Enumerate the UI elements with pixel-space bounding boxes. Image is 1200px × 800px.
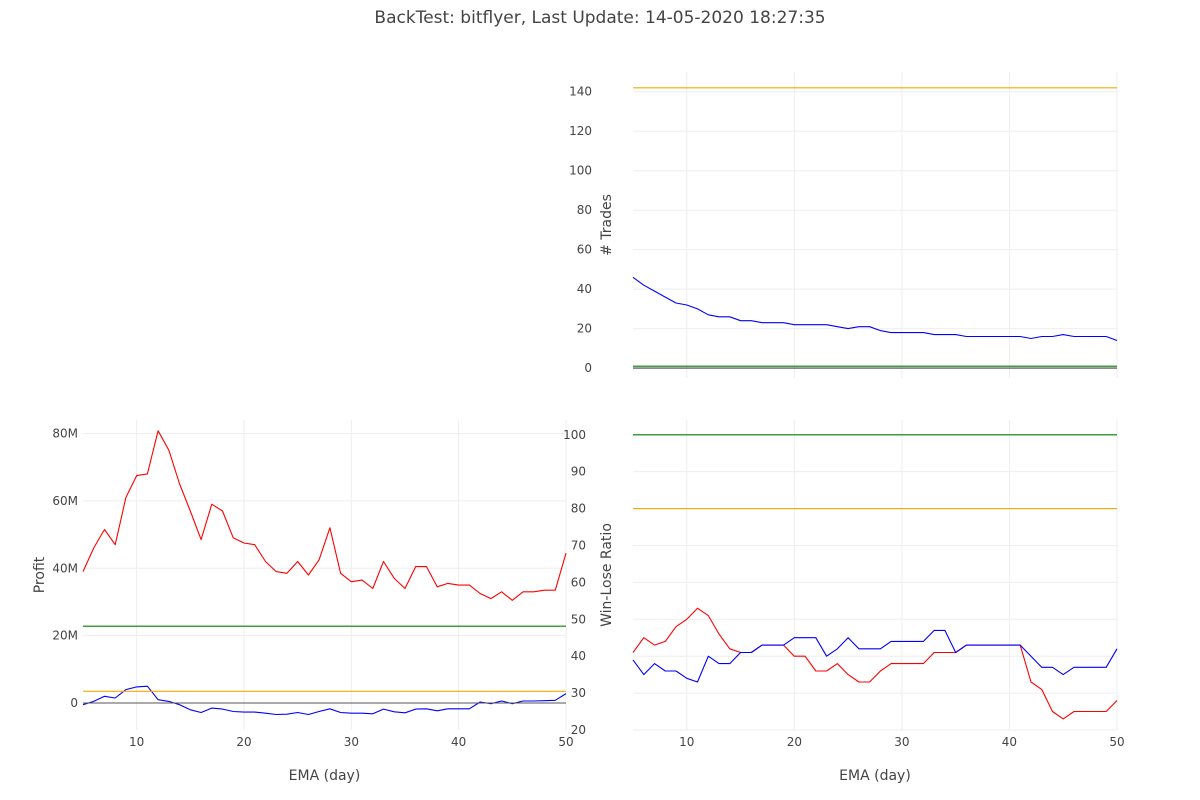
trades-y-tick-label: 60 (577, 243, 592, 257)
winlose-y-tick-label: 40 (571, 649, 586, 663)
profit-x-tick-label: 20 (236, 735, 251, 749)
winlose-plot: 20 30 40 50 60 70 80 90 100 10 20 30 40 50 Win-Lose Ra… (563, 420, 1125, 784)
winlose-x-tick-label: 20 (787, 735, 802, 749)
winlose-y-tick-label: 90 (571, 465, 586, 479)
winlose-series-line-0 (632, 607, 1118, 720)
winlose-y-axis-title: Win-Lose Ratio (599, 523, 615, 627)
winlose-x-tick-label: 50 (1109, 735, 1124, 749)
profit-y-axis-title: Profit (32, 556, 48, 593)
profit-x-tick-label: 40 (451, 735, 466, 749)
winlose-y-tick-label: 100 (563, 428, 586, 442)
winlose-y-tick-label: 60 (571, 575, 586, 589)
winlose-x-axis-title: EMA (day) (839, 768, 911, 784)
trades-y-tick-label: 140 (569, 85, 592, 99)
profit-y-tick-label: 80M (52, 426, 78, 440)
winlose-y-tick-label: 20 (571, 723, 586, 737)
trades-y-tick-label: 20 (577, 322, 592, 336)
trades-series-line-0 (632, 276, 1118, 342)
profit-series-line-0 (82, 430, 567, 601)
winlose-y-tick-label: 80 (571, 502, 586, 516)
winlose-y-tick-label: 50 (571, 612, 586, 626)
profit-x-axis-title: EMA (day) (289, 768, 361, 784)
trades-y-tick-label: 80 (577, 203, 592, 217)
profit-y-tick-label: 60M (52, 494, 78, 508)
profit-y-tick-label: 0 (70, 696, 78, 710)
profit-x-tick-label: 10 (129, 735, 144, 749)
winlose-x-tick-label: 40 (1002, 735, 1017, 749)
winlose-x-tick-label: 30 (894, 735, 909, 749)
trades-y-tick-label: 40 (577, 282, 592, 296)
winlose-series-line-1 (632, 629, 1118, 683)
profit-x-tick-label: 30 (344, 735, 359, 749)
trades-y-tick-label: 120 (569, 124, 592, 138)
trades-y-tick-label: 0 (584, 361, 592, 375)
winlose-y-tick-label: 70 (571, 538, 586, 552)
profit-y-tick-label: 20M (52, 629, 78, 643)
figure-title: BackTest: bitflyer, Last Update: 14-05-2… (374, 8, 826, 28)
winlose-y-tick-label: 30 (571, 686, 586, 700)
profit-series-line-1 (82, 685, 567, 716)
trades-y-tick-label: 100 (569, 164, 592, 178)
winlose-x-tick-label: 10 (679, 735, 694, 749)
profit-x-tick-label: 50 (558, 735, 573, 749)
profit-y-tick-label: 40M (52, 561, 78, 575)
trades-plot: 0 20 40 60 80 100 120 140 # Trades (569, 72, 1118, 378)
profit-plot: 0 20M 40M 60M 80M 10 20 30 40 50 Profit EMA (day) (32, 420, 574, 784)
trades-y-axis-title: # Trades (599, 194, 615, 256)
